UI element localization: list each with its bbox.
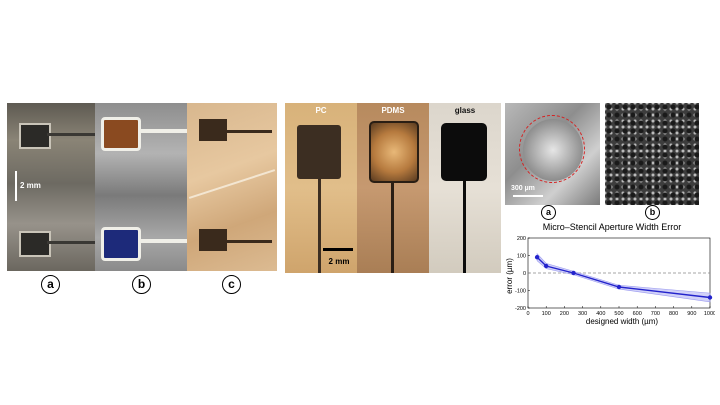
figure1-label-b: b (132, 275, 151, 294)
y-tick-label: 0 (523, 271, 526, 277)
channel-bottom (139, 239, 187, 243)
electrode-pad-top (19, 123, 51, 149)
stem-glass (463, 181, 466, 273)
pad-glass (441, 123, 487, 181)
trace-bottom (227, 240, 272, 243)
figure3-panel-b (605, 103, 699, 205)
x-tick-label: 600 (633, 311, 642, 317)
y-tick-label: -100 (515, 289, 526, 295)
pad-top (199, 119, 227, 141)
x-tick-label: 500 (614, 311, 623, 317)
x-tick-label: 1000 (704, 311, 715, 317)
error-band (536, 252, 711, 303)
figure2-panel-pdms: PDMS (357, 103, 429, 273)
chart-xlabel: designed width (µm) (586, 317, 659, 326)
figure1-panel-a: 2 mm (7, 103, 95, 271)
y-tick-label: 100 (517, 254, 526, 260)
figure1-panel-c (187, 103, 277, 271)
figure1-label-c: c (222, 275, 241, 294)
scale-bar-vertical (15, 171, 17, 201)
data-point (571, 270, 576, 276)
x-tick-label: 200 (560, 311, 569, 317)
x-tick-label: 900 (687, 311, 696, 317)
electrode-trace-bottom (47, 241, 95, 244)
scale-label-fig2: 2 mm (328, 257, 350, 266)
scale-label: 2 mm (20, 181, 41, 190)
figure3-panel-a: 300 µm (505, 103, 600, 205)
sem-scale-bar (513, 195, 543, 197)
stem-pdms (391, 181, 394, 273)
figure2-panel-glass: glass (429, 103, 501, 273)
data-point (616, 284, 622, 290)
figure3-label-a: a (541, 205, 556, 220)
x-tick-label: 400 (596, 311, 605, 317)
electrode-trace-top (47, 133, 95, 136)
x-tick-label: 700 (651, 311, 660, 317)
data-point (534, 255, 540, 260)
channel-top (139, 129, 187, 133)
fold-line (188, 169, 276, 199)
x-tick-label: 100 (542, 311, 551, 317)
scale-bar-horizontal (323, 248, 353, 251)
figure2-panel-pc: PC 2 mm (285, 103, 357, 273)
figure1-label-a: a (41, 275, 60, 294)
material-label-glass: glass (454, 106, 476, 115)
chart-ylabel: error (µm) (505, 258, 514, 294)
sem-scale-label: 300 µm (511, 185, 535, 192)
x-tick-label: 800 (669, 311, 678, 317)
electrode-pad-bottom (19, 231, 51, 257)
data-point (544, 263, 549, 269)
pad-bottom (199, 229, 227, 251)
y-tick-label: 200 (517, 236, 526, 242)
x-tick-label: 300 (578, 311, 587, 317)
trace-top (227, 130, 272, 133)
stem-pc (318, 179, 321, 273)
aperture-error-chart: Micro–Stencil Aperture Width Error error… (505, 222, 715, 326)
pad-pdms (369, 121, 419, 183)
data-point (707, 295, 713, 300)
chart-title: Micro–Stencil Aperture Width Error (543, 222, 682, 232)
figure1-panel-b (95, 103, 187, 271)
aperture-blue (101, 227, 141, 261)
pad-pc (297, 125, 341, 179)
y-tick-label: -200 (515, 306, 526, 312)
figure3-label-b: b (645, 205, 660, 220)
material-label-pdms: PDMS (381, 106, 405, 115)
dashed-circle (519, 115, 585, 183)
x-tick-label: 0 (526, 311, 529, 317)
material-label-pc: PC (315, 106, 327, 115)
aperture-brown (101, 117, 141, 151)
